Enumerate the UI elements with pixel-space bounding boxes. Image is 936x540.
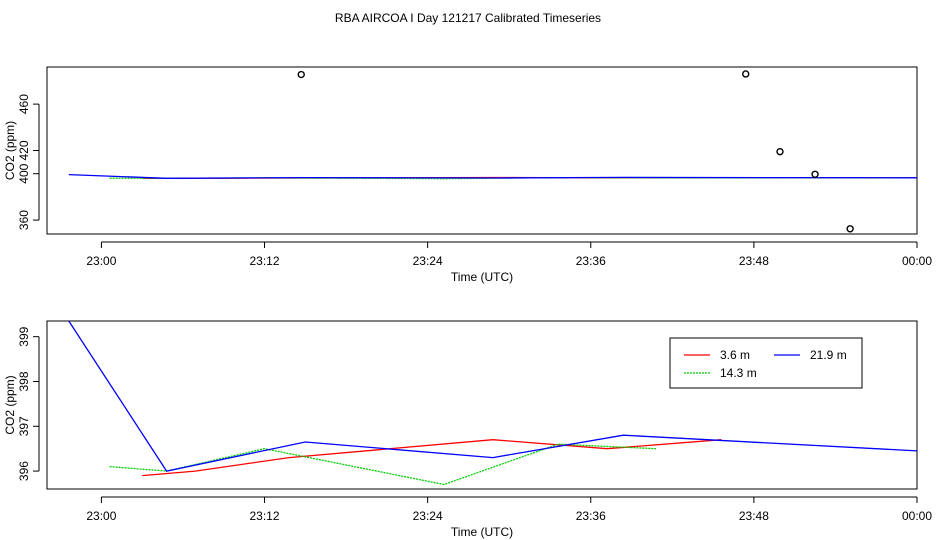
plot-frame xyxy=(46,320,918,490)
series-line-21-9-m xyxy=(68,321,917,472)
x-tick-label: 23:24 xyxy=(413,254,443,268)
y-axis: 360 400 420 460 xyxy=(17,94,40,230)
x-tick-label: 23:48 xyxy=(739,509,769,523)
y-axis-label: CO2 (ppm) xyxy=(3,121,17,180)
series-line-14-3-m xyxy=(109,443,657,486)
x-tick-label: 23:24 xyxy=(413,509,443,523)
y-tick-label: 398 xyxy=(17,371,31,391)
y-tick-label: 460 xyxy=(17,94,31,114)
data-area xyxy=(68,173,917,180)
y-axis-label: CO2 (ppm) xyxy=(3,375,17,434)
top-panel: 23:00 23:12 23:24 23:36 23:48 00:00 Time (UTC)… xyxy=(3,66,932,284)
x-tick-label: 23:12 xyxy=(250,254,280,268)
x-tick-label: 00:00 xyxy=(902,509,932,523)
x-tick-label: 23:12 xyxy=(250,509,280,523)
y-tick-label: 400 xyxy=(17,163,31,183)
legend-label: 14.3 m xyxy=(720,366,757,380)
y-tick-label: 399 xyxy=(17,326,31,346)
y-tick-label: 360 xyxy=(17,210,31,230)
figure-title: RBA AIRCOA I Day 121217 Calibrated Times… xyxy=(335,11,601,25)
outlier-point xyxy=(811,170,819,178)
plot-frame xyxy=(46,66,918,235)
series-line-21-9-m xyxy=(68,173,917,179)
y-tick-label: 420 xyxy=(17,140,31,160)
outlier-point xyxy=(846,225,854,233)
x-tick-label: 23:00 xyxy=(86,509,116,523)
x-tick-label: 23:00 xyxy=(86,254,116,268)
y-axis: 396 397 398 399 xyxy=(17,326,40,481)
x-axis: 23:00 23:12 23:24 23:36 23:48 00:00 xyxy=(86,241,932,268)
y-tick-label: 396 xyxy=(17,461,31,481)
legend-label: 3.6 m xyxy=(720,348,750,362)
x-tick-label: 23:36 xyxy=(576,509,606,523)
x-axis-label: Time (UTC) xyxy=(451,270,513,284)
outlier-point xyxy=(742,70,750,78)
outlier-point xyxy=(776,147,784,156)
x-axis-label: Time (UTC) xyxy=(451,525,513,539)
bottom-panel: 23:00 23:12 23:24 23:36 23:48 00:00 Time (UTC)… xyxy=(3,320,932,539)
y-tick-label: 397 xyxy=(17,416,31,436)
x-tick-label: 23:48 xyxy=(739,254,769,268)
legend-label: 21.9 m xyxy=(810,348,847,362)
legend-box xyxy=(669,337,863,389)
x-tick-label: 23:36 xyxy=(576,254,606,268)
data-area xyxy=(68,321,917,486)
x-tick-label: 00:00 xyxy=(902,254,932,268)
outlier-point xyxy=(297,70,305,79)
x-axis: 23:00 23:12 23:24 23:36 23:48 00:00 xyxy=(86,496,932,523)
legend: 3.6 m 21.9 m 14.3 m xyxy=(669,337,863,389)
